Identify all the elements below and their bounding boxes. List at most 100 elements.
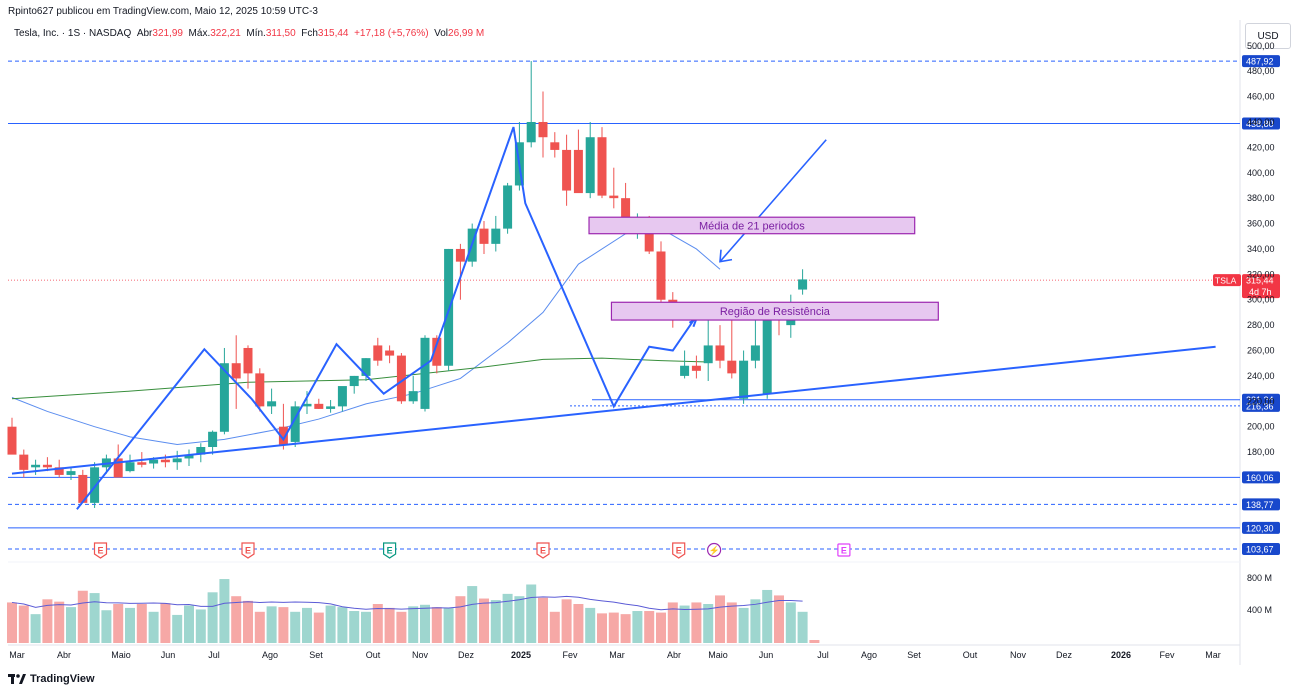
dividend-marker[interactable] (706, 542, 722, 558)
price-axis: 500,00 480,00 460,00 440,00 420,00 400,00 380,… (1247, 41, 1275, 615)
x-tick-label: Set (907, 650, 921, 660)
change-value: +17,18 (+5,76%) (354, 28, 429, 39)
candle-body (385, 350, 395, 356)
price-level-tag (1242, 117, 1280, 130)
earnings-marker[interactable] (93, 542, 108, 559)
candle-body (373, 345, 383, 361)
candle-body (573, 149, 583, 194)
volume-bar (231, 596, 242, 643)
candle-body (691, 365, 701, 371)
candle-body (314, 403, 324, 409)
volume-bar (703, 604, 714, 643)
volume-bar (762, 589, 773, 643)
price-level-label: 120,30 (1246, 523, 1274, 533)
volume-bars (7, 579, 820, 643)
tradingview-logo: TradingView (8, 673, 95, 685)
candle-body (715, 345, 725, 361)
x-tick-label: Set (309, 650, 323, 660)
volume-bar (561, 599, 572, 643)
volume-bar (420, 604, 430, 643)
last-price-tag (1242, 274, 1280, 299)
event-marker-label: ⚡ (708, 545, 719, 557)
candle-body (703, 345, 713, 364)
volume-bar (30, 614, 41, 643)
volume-bar (160, 603, 171, 643)
earnings-marker[interactable] (536, 542, 550, 559)
y-tick-label: 300,00 (1247, 295, 1275, 305)
volume-bar (620, 614, 631, 643)
earnings-marker[interactable] (241, 542, 255, 559)
annotations: Média de 21 periodos Região de Resistênci… (588, 216, 939, 321)
support-trendline (11, 345, 1216, 475)
candle-body (349, 375, 359, 387)
candle-body (290, 406, 300, 442)
candle-body (361, 358, 371, 376)
volume-bar (679, 605, 690, 643)
candle-body (538, 121, 548, 138)
x-tick-label: Abr (667, 650, 681, 660)
close-value: 315,44 (317, 28, 349, 39)
candle-body (396, 355, 406, 402)
volume-bar (656, 612, 666, 643)
x-tick-label: Jun (161, 650, 176, 660)
candle-body (208, 431, 218, 448)
volume-bar (667, 602, 678, 643)
volume-bar (113, 604, 124, 643)
time-axis: Mar Abr Maio Jun Jul Ago Set Out Nov Dez 2025 Fev Ma… (9, 650, 1221, 660)
annotation-label: Média de 21 periodos (699, 220, 805, 232)
high-value: 322,21 (210, 28, 241, 39)
event-markers: E E E E E ⚡ E (93, 542, 851, 559)
volume-bar (361, 611, 371, 643)
volume-bar (549, 611, 560, 643)
event-marker-label: E (540, 546, 546, 556)
vol-label: Vol (434, 28, 449, 39)
last-price-label: 315,44 (1246, 276, 1274, 286)
candle-body (597, 137, 607, 196)
event-marker-label: E (245, 546, 251, 556)
earnings-marker[interactable] (383, 542, 397, 559)
earnings-marker[interactable] (672, 542, 686, 559)
volume-bar (797, 611, 808, 643)
candle-body (727, 360, 737, 374)
x-tick-label: Jun (759, 650, 774, 660)
candle-body (78, 474, 88, 503)
volume-bar (125, 607, 135, 643)
volume-bar (54, 601, 65, 643)
x-tick-label: Jul (208, 650, 220, 660)
candle-body (503, 185, 513, 229)
volume-bar (313, 612, 324, 643)
price-level-tag (1242, 521, 1280, 534)
x-tick-label: Fev (562, 650, 578, 660)
brand-name: TradingView (30, 673, 95, 685)
currency-selector[interactable]: USD (1245, 23, 1291, 49)
volume-bar (325, 605, 336, 643)
y-tick-label: 200,00 (1247, 422, 1275, 432)
candles (7, 61, 808, 508)
y-tick-label: 360,00 (1247, 219, 1275, 229)
candle-body (149, 459, 159, 464)
volume-bar (408, 606, 419, 643)
volume-bar (738, 607, 749, 643)
y-tick-label: 480,00 (1247, 66, 1275, 76)
earnings-marker[interactable] (837, 543, 851, 557)
volume-bar (266, 606, 277, 643)
volume-bar (514, 596, 525, 643)
volume-bar (148, 611, 159, 643)
ma21-line (11, 228, 721, 445)
x-tick-label: Ago (262, 650, 278, 660)
y-tick-label: 280,00 (1247, 320, 1275, 330)
volume-tick-label: 400 M (1247, 605, 1272, 615)
candle-body (750, 345, 760, 361)
y-tick-label: 220,00 (1247, 396, 1275, 406)
open-label: Abr (136, 28, 153, 39)
candle-body (455, 248, 465, 262)
high-label: Máx. (188, 28, 211, 39)
symbol-legend[interactable]: Tesla, Inc. · 1S · NASDAQ Abr321,99 Máx.… (14, 28, 484, 39)
grid (8, 20, 1241, 665)
candle-body (255, 373, 265, 407)
annotation-label: Região de Resistência (720, 306, 831, 318)
price-level-label: 138,77 (1246, 500, 1274, 510)
volume-bar (396, 611, 407, 643)
volume-bar (809, 640, 820, 643)
